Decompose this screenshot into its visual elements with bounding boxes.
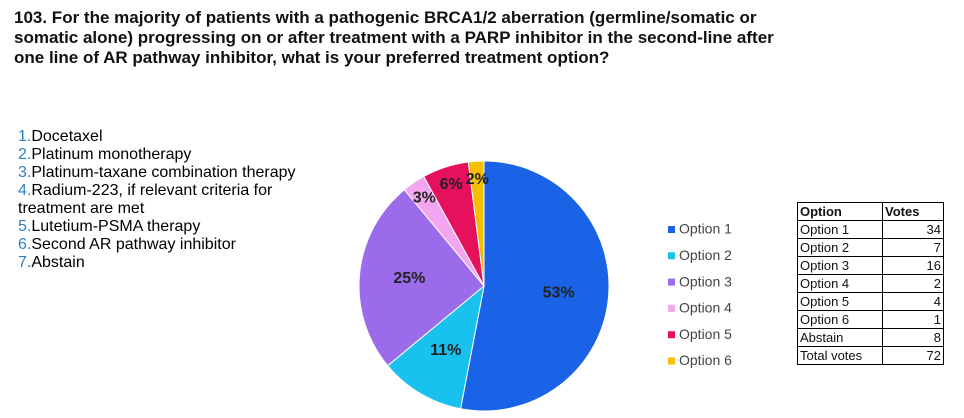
option-number: 6.	[18, 236, 32, 253]
table-cell: Option 4	[797, 274, 883, 293]
table-cell: Option 6	[797, 310, 883, 329]
header-cell: Option	[797, 202, 883, 221]
pie-slice	[358, 188, 485, 367]
table-cell: 4	[882, 292, 944, 311]
legend-swatch	[668, 357, 675, 365]
table-row: Option 3 16	[797, 256, 944, 275]
table-cell: 8	[882, 328, 944, 347]
table-cell: 16	[882, 256, 944, 275]
table-row: Abstain 8	[797, 328, 944, 347]
header-cell: Votes	[882, 202, 944, 221]
title-line: somatic alone) progressing on or after t…	[14, 28, 774, 47]
table-cell: 72	[882, 346, 944, 365]
slice-label: 53%	[543, 284, 575, 301]
pie-slice	[467, 160, 485, 287]
table-cell: 2	[882, 274, 944, 293]
slice-label: 11%	[430, 342, 461, 359]
option-item: 3.Platinum-taxane combination therapy	[18, 164, 318, 182]
table-row: Option 1 34	[797, 220, 944, 239]
option-item: 7.Abstain	[18, 254, 318, 272]
table-cell: Total votes	[797, 346, 883, 365]
legend-swatch	[668, 226, 675, 233]
slice-label: 2%	[466, 171, 489, 188]
table-cell: Option 2	[797, 238, 883, 257]
option-text: Radium-223, if relevant criteria for tre…	[18, 182, 273, 217]
pie-slice	[386, 284, 485, 410]
pie-slice	[459, 160, 610, 412]
option-item: 5.Lutetium-PSMA therapy	[18, 218, 318, 236]
option-text: Platinum-taxane combination therapy	[31, 164, 296, 181]
option-text: Platinum monotherapy	[31, 146, 192, 163]
option-number: 7.	[18, 254, 32, 271]
option-item: 1.Docetaxel	[18, 128, 318, 146]
table-header: Option Votes	[797, 202, 944, 221]
option-number: 3.	[18, 164, 32, 181]
legend-swatch	[668, 304, 675, 312]
table-cell: 1	[882, 310, 944, 329]
option-number: 4.	[18, 182, 32, 199]
title-line: 103. For the majority of patients with a…	[14, 8, 757, 27]
option-number: 2.	[18, 146, 32, 163]
option-item: 4.Radium-223, if relevant criteria for t…	[18, 182, 318, 218]
table-row: Total votes 72	[797, 346, 944, 365]
slice-label: 3%	[413, 189, 436, 206]
question: 103. For the majority of patients with a…	[14, 8, 774, 68]
legend-label: Option 4	[679, 300, 732, 316]
table-cell: Option 5	[797, 292, 883, 311]
legend-label: Option 2	[679, 247, 732, 263]
option-item: 6.Second AR pathway inhibitor	[18, 236, 318, 254]
table-cell: Abstain	[797, 328, 883, 347]
slice-label: 6%	[440, 176, 463, 193]
table-cell: 7	[882, 238, 944, 257]
option-text: Second AR pathway inhibitor	[31, 236, 236, 253]
option-number: 1.	[18, 128, 32, 145]
option-item: 2.Platinum monotherapy	[18, 146, 318, 164]
title-line: one line of AR pathway inhibitor, what i…	[14, 48, 610, 67]
legend-label: Option 6	[679, 352, 732, 368]
votes-table: Option Votes Option 1 34 Option 2 7 Option 3 16…	[797, 202, 944, 365]
legend-label: Option 5	[679, 326, 732, 342]
option-text: Docetaxel	[31, 128, 103, 145]
legend-swatch	[668, 252, 675, 260]
legend-label: Option 3	[679, 273, 732, 289]
option-text: Lutetium-PSMA therapy	[31, 218, 201, 235]
option-number: 5.	[18, 218, 32, 235]
legend-swatch	[668, 278, 675, 286]
slice-label: 25%	[393, 270, 425, 287]
legend-swatch	[668, 331, 675, 339]
table-cell: Option 3	[797, 256, 883, 275]
table-cell: Option 1	[797, 220, 883, 239]
legend-label: Option 1	[679, 221, 732, 237]
table-cell: 34	[882, 220, 944, 239]
option-list: 1.Docetaxel 2.Platinum monotherapy 3.Plati…	[18, 128, 318, 272]
option-text: Abstain	[31, 254, 85, 271]
